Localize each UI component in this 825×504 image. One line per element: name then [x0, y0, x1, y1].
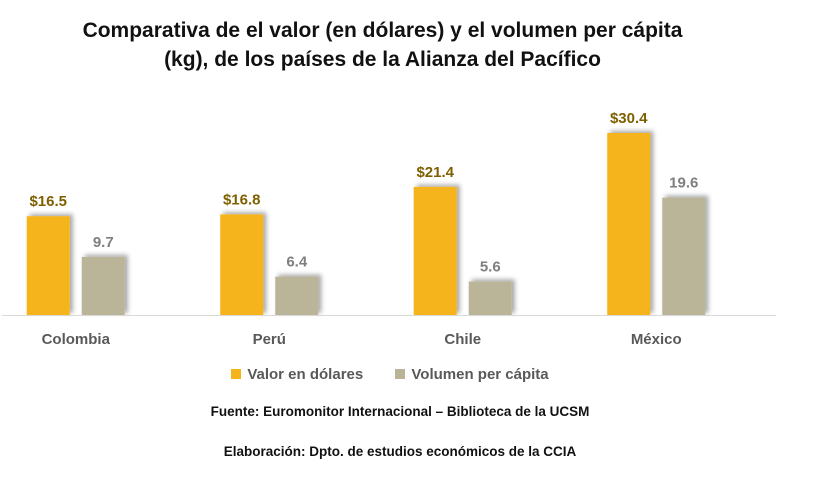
data-label-volumen-chile: 5.6 [480, 258, 501, 275]
legend-label-volumen: Volumen per cápita [411, 366, 549, 383]
data-label-valor-colombia: $16.5 [29, 193, 67, 210]
bar-volumen-colombia [81, 256, 125, 315]
x-tick-label-mexico: México [631, 331, 682, 348]
elaboration-note: Elaboración: Dpto. de estudios económico… [223, 444, 577, 459]
source-note: Fuente: Euromonitor Internacional – Bibl… [210, 404, 590, 419]
bar-volumen-mexico [662, 197, 706, 315]
bar-valor-chile [413, 186, 457, 315]
bar-valor-mexico [607, 133, 651, 315]
bar-valor-colombia [26, 216, 70, 315]
data-label-volumen-colombia: 9.7 [93, 234, 114, 251]
legend-label-valor: Valor en dólares [247, 366, 364, 383]
bar-valor-peru [220, 214, 264, 315]
data-label-volumen-peru: 6.4 [286, 254, 308, 271]
bar-volumen-peru [275, 276, 319, 315]
bar-chart: $16.5 9.7 Colombia $16.8 6.4 Perú $21.4 5.6 Chil… [2, 110, 776, 348]
legend-item-volumen[interactable]: Volumen per cápita [395, 366, 549, 383]
data-label-volumen-mexico: 19.6 [669, 175, 698, 192]
x-tick-label-colombia: Colombia [42, 331, 111, 348]
data-label-valor-chile: $21.4 [416, 164, 454, 181]
x-tick-label-chile: Chile [444, 331, 481, 348]
legend: Valor en dólares Volumen per cápita [0, 366, 780, 383]
data-label-valor-mexico: $30.4 [610, 110, 648, 127]
chart-title-line-2: (kg), de los países de la Alianza del Pa… [164, 48, 601, 71]
legend-item-valor[interactable]: Valor en dólares [231, 366, 363, 383]
legend-swatch-volumen [395, 369, 406, 379]
legend-swatch-valor [231, 369, 242, 379]
chart-title-line-1: Comparativa de el valor (en dólares) y e… [82, 19, 683, 42]
bar-volumen-chile [468, 281, 512, 315]
chart-title: Comparativa de el valor (en dólares) y e… [0, 16, 765, 74]
data-label-valor-peru: $16.8 [223, 191, 261, 208]
x-tick-label-peru: Perú [253, 331, 286, 348]
